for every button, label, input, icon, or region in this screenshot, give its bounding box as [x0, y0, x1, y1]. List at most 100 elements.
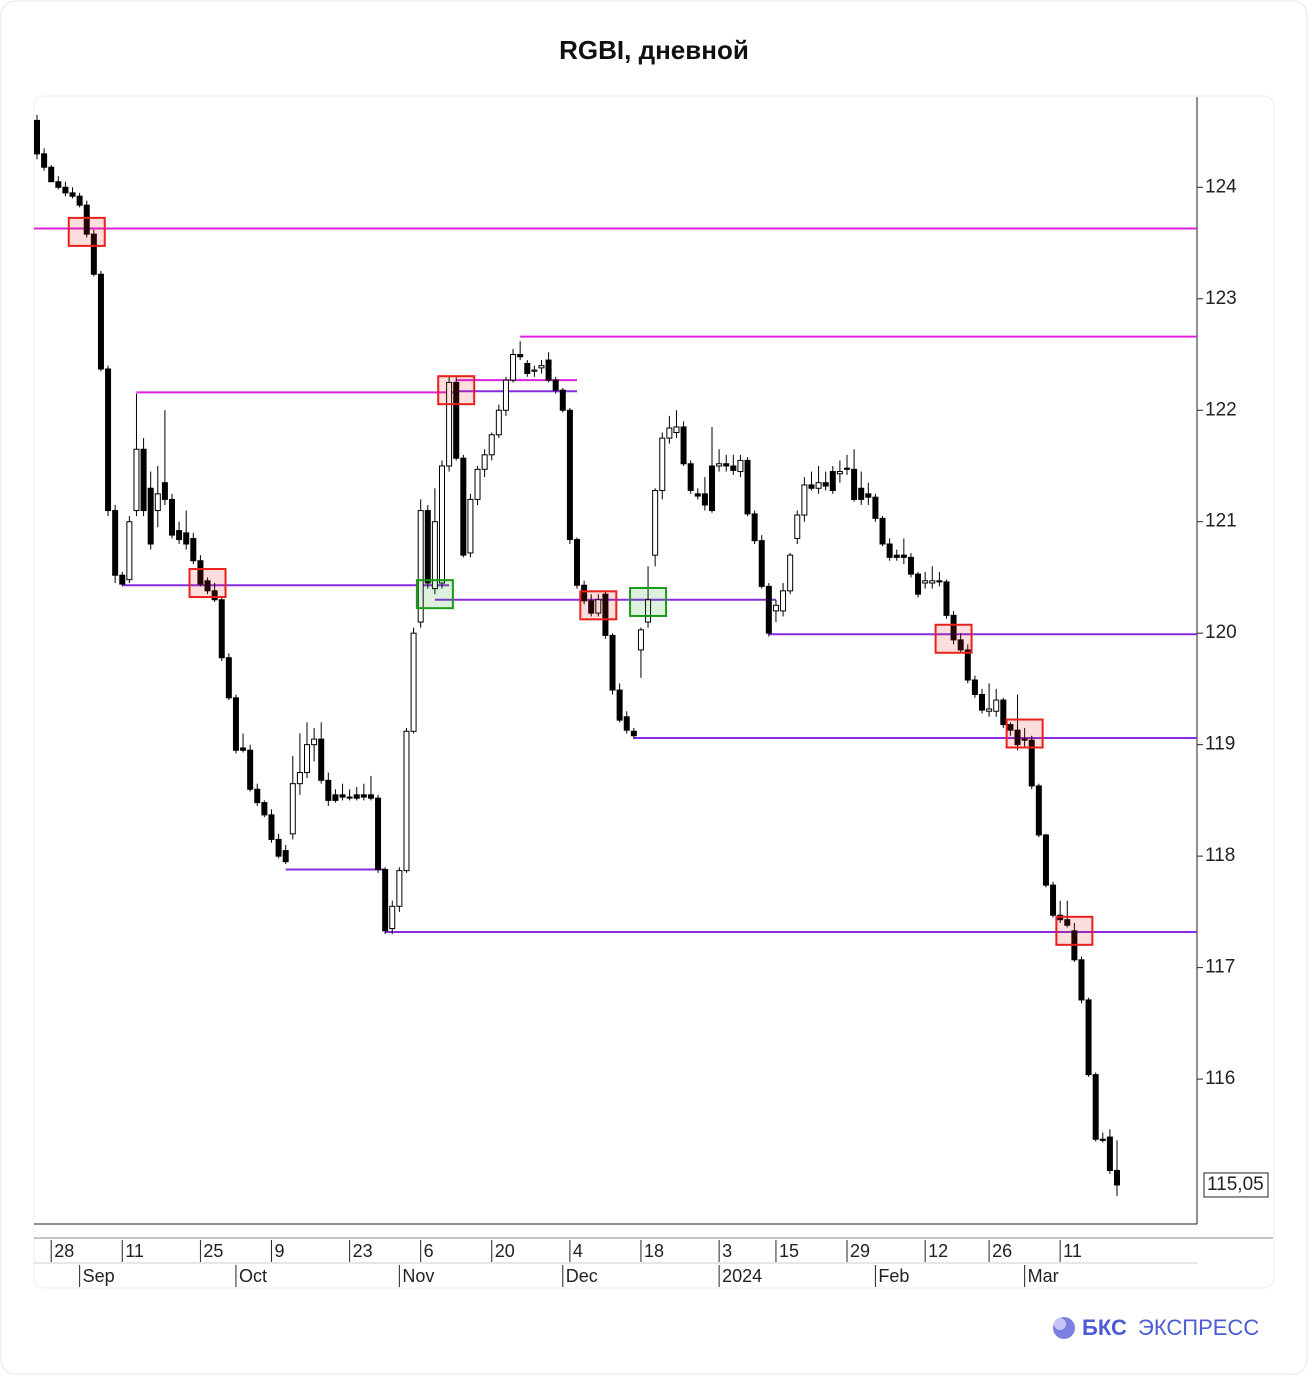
candle-body — [751, 513, 758, 542]
candle-body — [218, 599, 225, 659]
candle-body — [190, 537, 197, 562]
candle-body — [353, 794, 360, 799]
candle-body — [133, 448, 140, 512]
candle-body — [780, 590, 787, 612]
x-tick-label: 23 — [353, 1241, 373, 1261]
candle-body — [623, 716, 630, 731]
month-label: Feb — [878, 1266, 909, 1286]
candle-body — [304, 744, 310, 774]
candle-body — [339, 794, 346, 798]
candle-body — [595, 599, 602, 614]
brand-name: БКС — [1082, 1315, 1127, 1340]
candle-body — [645, 599, 652, 623]
candle-body — [154, 493, 161, 512]
candle-body — [687, 463, 694, 492]
candle-body — [282, 850, 289, 863]
candle-body — [126, 521, 133, 581]
candle-body — [467, 498, 474, 554]
candle-body — [524, 362, 531, 374]
y-tick-label: 122 — [1205, 399, 1237, 420]
candle-body — [268, 814, 275, 840]
candle-body — [1064, 919, 1071, 926]
x-tick-label: 4 — [573, 1241, 583, 1261]
candle-body — [701, 493, 708, 506]
candle-body — [105, 368, 112, 512]
candle-body — [488, 434, 495, 456]
candle-body — [261, 802, 268, 816]
candle-body — [517, 354, 524, 358]
candle-body — [936, 580, 943, 583]
candle-body — [858, 487, 865, 500]
candle-body — [446, 381, 453, 467]
candle-body — [581, 584, 588, 602]
candle-body — [829, 471, 836, 492]
candle-body — [680, 426, 687, 465]
candle-body — [801, 484, 808, 516]
candle-body — [375, 797, 382, 871]
candle-body — [922, 580, 929, 584]
month-label: Oct — [239, 1266, 267, 1286]
candle-body — [566, 409, 573, 541]
candle-body — [254, 788, 261, 804]
candle-body — [247, 749, 254, 790]
candle-body — [48, 166, 55, 183]
candle-body — [90, 233, 97, 275]
month-label: Mar — [1028, 1266, 1059, 1286]
candle-body — [474, 468, 481, 500]
candle-body — [893, 554, 900, 558]
chart-title: RGBI, дневной — [559, 35, 749, 65]
candle-body — [232, 697, 239, 751]
candle-body — [453, 381, 460, 459]
month-label: Dec — [566, 1266, 598, 1286]
candle-body — [993, 699, 1000, 712]
candle-body — [545, 359, 552, 381]
candle-body — [971, 679, 978, 695]
candle-body — [439, 465, 445, 584]
y-tick-label: 120 — [1205, 622, 1237, 643]
candle-body — [652, 490, 659, 556]
candle-body — [552, 379, 559, 391]
candle-body — [119, 574, 126, 585]
candle-body — [275, 838, 282, 857]
candle-body — [637, 629, 644, 651]
signal-box — [437, 375, 476, 406]
x-tick-label: 28 — [54, 1241, 74, 1261]
candle-body — [886, 543, 893, 558]
candle-body — [410, 632, 417, 732]
candle-body — [673, 426, 680, 434]
candle-body — [1106, 1136, 1113, 1171]
month-label: Nov — [402, 1266, 434, 1286]
x-tick-label: 29 — [850, 1241, 870, 1261]
candle-body — [737, 459, 744, 473]
candle-body — [389, 905, 396, 930]
candle-body — [225, 657, 232, 699]
signal-box — [188, 568, 227, 599]
candle-body — [34, 119, 40, 155]
candle-body — [176, 530, 183, 541]
x-tick-label: 11 — [125, 1241, 144, 1261]
x-tick-label: 9 — [274, 1241, 284, 1261]
signal-box — [629, 586, 668, 617]
x-tick-label: 25 — [203, 1241, 223, 1261]
candle-body — [694, 493, 701, 497]
candle-body — [41, 153, 48, 168]
signal-box — [67, 216, 106, 247]
logo-icon-highlight — [1054, 1318, 1066, 1330]
candle-body — [716, 463, 723, 467]
candle-body — [943, 581, 950, 616]
candle-body — [417, 510, 424, 623]
candle-body — [794, 514, 801, 539]
candle-body — [666, 427, 673, 439]
y-tick-label: 119 — [1205, 734, 1235, 755]
x-tick-label: 20 — [495, 1241, 515, 1261]
candle-body — [1035, 785, 1042, 836]
candle-body — [502, 379, 509, 411]
signal-box — [1055, 915, 1094, 946]
candle-body — [851, 468, 858, 500]
candle-body — [723, 463, 730, 467]
candle-body — [964, 649, 971, 681]
candle-body — [730, 465, 737, 471]
candle-body — [659, 437, 666, 492]
